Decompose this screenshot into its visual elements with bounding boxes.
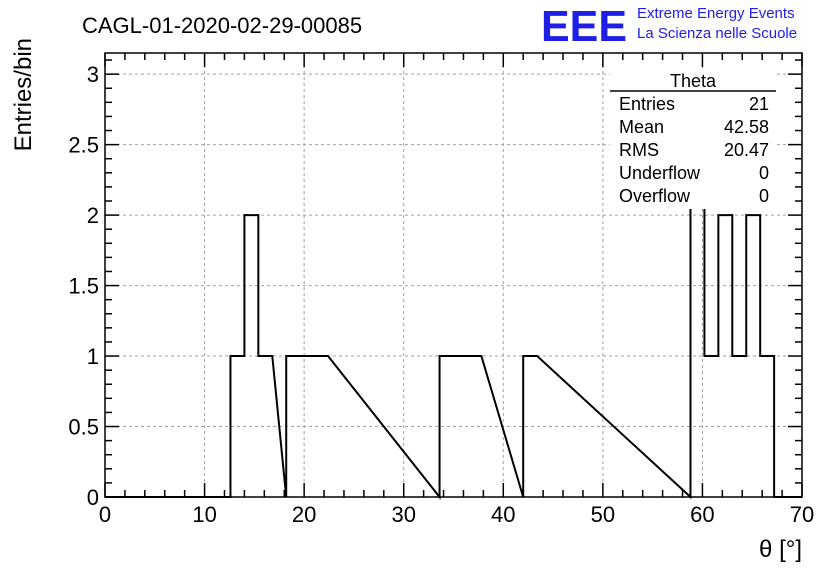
y-tick-label: 1.5: [68, 274, 99, 299]
stats-row-label: RMS: [619, 140, 659, 160]
histogram-bin: [760, 356, 774, 497]
y-axis-title: Entries/bin: [10, 38, 37, 151]
stats-row-label: Overflow: [619, 186, 691, 206]
x-tick-label: 20: [292, 502, 316, 527]
histogram-series: [105, 73, 802, 500]
eee-logo-line2: La Scienza nelle Scuole: [637, 25, 797, 42]
plot-frame-border: [104, 52, 803, 498]
x-tick-label: 60: [690, 502, 714, 527]
histogram-bin: [467, 356, 481, 497]
y-tick-label: 2.5: [68, 133, 99, 158]
histogram-bin: [732, 356, 746, 497]
run-title: CAGL-01-2020-02-29-00085: [82, 13, 362, 38]
eee-logo-line1: Extreme Energy Events: [637, 5, 795, 22]
x-tick-label: 50: [591, 502, 615, 527]
histogram-bin: [258, 356, 272, 497]
x-tick-label: 40: [491, 502, 515, 527]
stats-row-value: 42.58: [724, 117, 769, 137]
histogram-bin: [314, 356, 328, 497]
histogram-bin: [746, 215, 760, 497]
histogram-bin: [300, 356, 314, 497]
x-tick-label: 10: [192, 502, 216, 527]
stats-row-value: 0: [759, 163, 769, 183]
stats-rows: Entries 21 Mean 42.58 RMS 20.47 Underflow 0 Over…: [619, 94, 769, 206]
histogram-outline: [105, 73, 802, 500]
stats-row-value: 21: [749, 94, 769, 114]
axis-ticks: [104, 53, 803, 498]
stats-box-background: [610, 69, 776, 209]
histogram-bin: [704, 356, 718, 497]
x-tick-label: 70: [790, 502, 814, 527]
plot-frame: [104, 52, 803, 498]
histogram-bin: [523, 356, 537, 497]
x-tick-labels: 0 10 20 30 40 50 60 70: [99, 502, 814, 527]
y-tick-label: 3: [87, 62, 99, 87]
stats-row-label: Underflow: [619, 163, 701, 183]
stats-title: Theta: [670, 71, 717, 91]
stats-row-label: Entries: [619, 94, 675, 114]
stats-box: Theta Entries 21 Mean 42.58 RMS 20.47 Underflo…: [610, 69, 776, 209]
y-tick-label: 0: [87, 485, 99, 510]
eee-logo: EEE: [541, 2, 627, 51]
y-tick-labels: 0 0.5 1 1.5 2 2.5 3: [68, 62, 99, 510]
x-tick-label: 0: [99, 502, 111, 527]
histogram-bin: [454, 356, 468, 497]
stats-row-value: 0: [759, 186, 769, 206]
histogram-bin: [718, 215, 732, 497]
y-tick-label: 0.5: [68, 415, 99, 440]
histogram-bin: [286, 356, 300, 497]
x-tick-label: 30: [391, 502, 415, 527]
histogram-bin: [230, 356, 244, 497]
histogram-bin: [440, 356, 454, 497]
stats-row-label: Mean: [619, 117, 664, 137]
x-axis-title: θ [°]: [759, 536, 802, 563]
y-tick-label: 2: [87, 203, 99, 228]
stats-row-value: 20.47: [724, 140, 769, 160]
y-tick-label: 1: [87, 344, 99, 369]
histogram-bin: [244, 215, 258, 497]
